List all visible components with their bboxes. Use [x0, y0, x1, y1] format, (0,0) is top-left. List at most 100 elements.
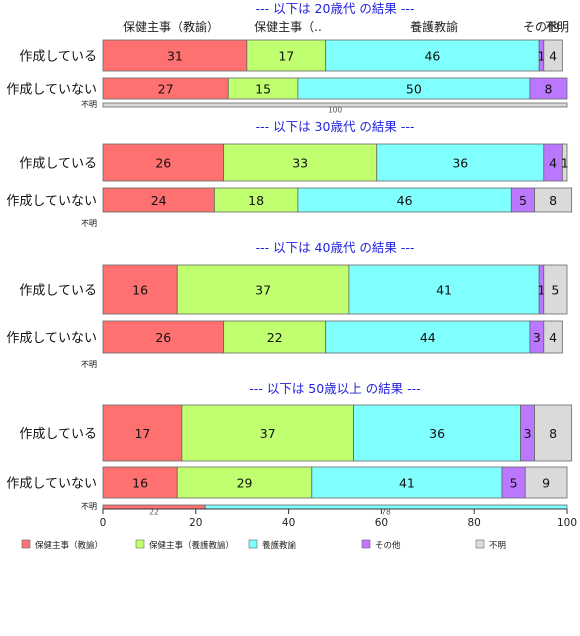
data-label: 46	[397, 193, 413, 208]
data-label: 5	[510, 476, 518, 491]
bar-segment	[181, 404, 354, 462]
bar-segment	[223, 320, 327, 354]
row-label: 作成していない	[6, 477, 97, 492]
bar-segment	[529, 77, 568, 100]
bar-segment	[246, 39, 327, 72]
bar-segment	[524, 466, 568, 499]
data-label: 41	[436, 283, 452, 298]
row-label: 作成している	[19, 284, 97, 299]
data-label: 46	[424, 49, 440, 64]
row-label: 作成していない	[6, 331, 97, 346]
data-label: 100	[328, 106, 343, 115]
bar-segment	[353, 404, 521, 462]
data-label: 31	[167, 49, 183, 64]
bar-segment	[325, 320, 531, 354]
data-label: 37	[260, 426, 276, 441]
panel-0: --- 以下は 20歳代 の結果 --- 作成している 31 17 46 1 4 作成していな…	[6, 1, 568, 115]
data-label: 41	[399, 476, 415, 491]
x-tick-label: 100	[557, 517, 577, 529]
data-label: 4	[549, 156, 557, 171]
data-label: 5	[519, 193, 527, 208]
panel-3: --- 以下は 50歳以上 の結果 --- 作成している 17 37 36 3 8 作成してい…	[6, 381, 573, 517]
bar-segment	[543, 39, 563, 72]
bar-segment	[102, 264, 178, 315]
legend-label: 保健主事（教諭）	[35, 540, 103, 551]
panel-title: --- 以下は 40歳代 の結果 ---	[256, 240, 415, 255]
legend-swatch	[21, 539, 31, 549]
panel-2: --- 以下は 40歳代 の結果 --- 作成している 16 37 41 1 5 作成していな…	[6, 240, 568, 369]
bar-segment	[102, 143, 225, 182]
data-label: 3	[524, 426, 532, 441]
row-label: 不明	[81, 100, 97, 109]
row-label: 不明	[81, 219, 97, 228]
data-label: 33	[292, 156, 308, 171]
panel-title: --- 以下は 20歳代 の結果 ---	[256, 1, 415, 16]
data-label: 3	[533, 330, 541, 345]
bar-segment	[213, 187, 299, 213]
data-label: 5	[551, 283, 559, 298]
legend: 保健主事（教諭） 保健主事（養護教諭） 養護教諭 その他 不明	[21, 539, 506, 551]
data-label: 36	[429, 426, 445, 441]
data-label: 8	[549, 193, 557, 208]
data-label: 1	[561, 156, 569, 171]
data-label: 24	[151, 193, 167, 208]
bar-segment	[543, 264, 568, 315]
top-category-label: 保健主事（教諭）	[123, 19, 219, 34]
legend-label: 養護教諭	[262, 540, 297, 551]
top-category-label: 保健主事（..	[254, 20, 322, 34]
data-label: 37	[255, 283, 271, 298]
legend-swatch	[135, 539, 145, 549]
data-label: 29	[237, 476, 253, 491]
data-label: 26	[155, 156, 171, 171]
row-label: 不明	[81, 360, 97, 369]
legend-label: その他	[375, 540, 401, 551]
x-tick-label: 40	[282, 517, 295, 529]
data-label: 17	[278, 49, 294, 64]
row-label: 作成している	[19, 50, 97, 65]
data-label: 17	[134, 426, 150, 441]
data-label: 8	[544, 82, 552, 97]
panel-1: --- 以下は 30歳代 の結果 --- 作成している 26 33 36 4 1 作成していな…	[6, 119, 573, 228]
bar-segment	[176, 466, 313, 499]
bar-segment	[561, 143, 568, 182]
data-label: 18	[248, 193, 264, 208]
data-label: 1	[538, 49, 546, 64]
bar-segment	[102, 466, 178, 499]
bar-segment	[102, 187, 215, 213]
data-label: 16	[132, 476, 148, 491]
data-label: 4	[549, 49, 557, 64]
x-tick-label: 20	[189, 517, 202, 529]
data-label: 15	[255, 82, 271, 97]
data-label: 44	[420, 330, 436, 345]
row-label: 作成している	[19, 157, 97, 172]
bar-segment	[543, 320, 563, 354]
panel-title: --- 以下は 30歳代 の結果 ---	[256, 119, 415, 134]
bar-segment	[102, 102, 568, 108]
top-category-label: その他	[523, 20, 559, 34]
row-label: 作成していない	[6, 83, 97, 98]
bar-segment	[376, 143, 545, 182]
data-label: 27	[158, 82, 174, 97]
legend-label: 保健主事（養護教諭）	[149, 540, 234, 551]
row-label: 不明	[81, 502, 97, 511]
data-label: 22	[149, 508, 159, 517]
data-label: 78	[381, 508, 391, 517]
bar-segment	[534, 404, 573, 462]
x-axis: 0 20 40 60 80 100	[100, 508, 577, 529]
top-category-label: 養護教諭	[410, 19, 458, 34]
data-label: 50	[406, 82, 422, 97]
bar-segment	[297, 187, 512, 213]
bar-segment	[223, 143, 378, 182]
bar-segment	[534, 187, 573, 213]
data-label: 4	[549, 330, 557, 345]
x-tick-label: 60	[375, 517, 388, 529]
legend-swatch	[361, 539, 371, 549]
data-label: 1	[538, 283, 546, 298]
legend-label: 不明	[489, 541, 506, 551]
top-category-label: 不明	[545, 20, 569, 34]
bar-segment	[176, 264, 350, 315]
bar-segment	[102, 320, 225, 354]
data-label: 16	[132, 283, 148, 298]
legend-swatch	[475, 539, 485, 549]
